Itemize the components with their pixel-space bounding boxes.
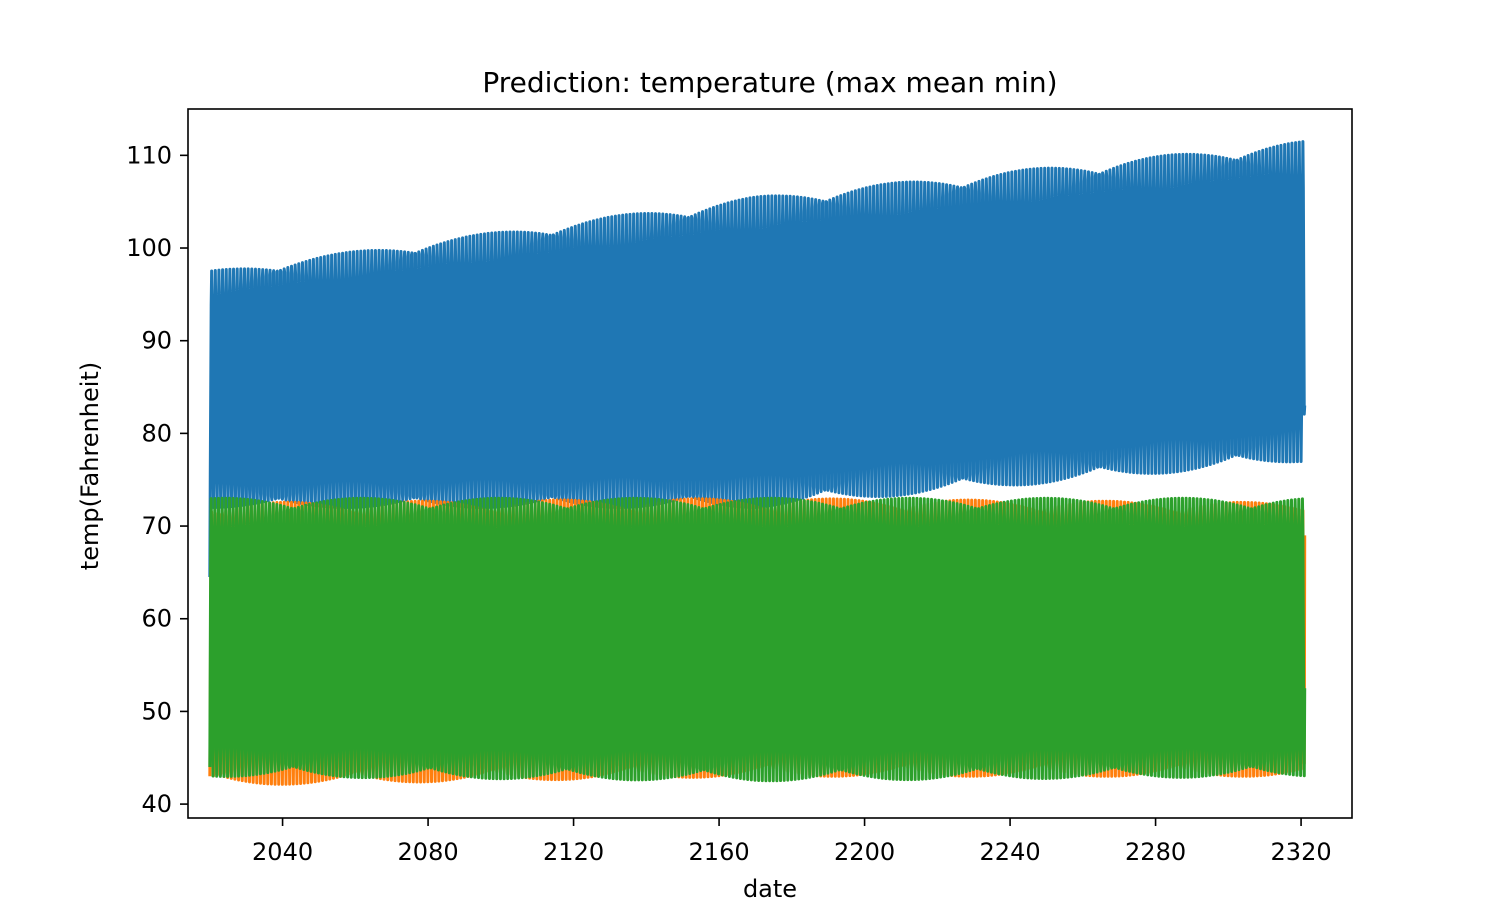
x-tick-label: 2240 bbox=[980, 838, 1041, 866]
x-tick-label: 2320 bbox=[1271, 838, 1332, 866]
y-tick-label: 40 bbox=[141, 790, 172, 818]
chart-title: Prediction: temperature (max mean min) bbox=[482, 66, 1057, 99]
y-tick-label: 50 bbox=[141, 697, 172, 725]
y-tick-label: 80 bbox=[141, 419, 172, 447]
x-axis-label: date bbox=[743, 875, 797, 903]
y-axis-label: temp(Fahrenheit) bbox=[76, 362, 104, 570]
x-tick-label: 2120 bbox=[543, 838, 604, 866]
y-tick-label: 70 bbox=[141, 512, 172, 540]
series-line-1 bbox=[208, 140, 1307, 578]
y-tick-label: 110 bbox=[126, 141, 172, 169]
series-line-3 bbox=[208, 496, 1307, 783]
series-layer bbox=[208, 140, 1307, 786]
y-axis: 40 50 60 70 80 90 100 110 bbox=[126, 141, 188, 818]
y-tick-label: 100 bbox=[126, 234, 172, 262]
plot-frame bbox=[187, 108, 1353, 819]
x-tick-label: 2280 bbox=[1125, 838, 1186, 866]
x-tick-label: 2040 bbox=[252, 838, 313, 866]
x-axis: 2040 2080 2120 2160 2200 2240 2280 2320 bbox=[252, 818, 1332, 866]
x-tick-label: 2200 bbox=[834, 838, 895, 866]
y-tick-label: 90 bbox=[141, 327, 172, 355]
y-tick-label: 60 bbox=[141, 605, 172, 633]
x-tick-label: 2160 bbox=[689, 838, 750, 866]
x-tick-label: 2080 bbox=[398, 838, 459, 866]
